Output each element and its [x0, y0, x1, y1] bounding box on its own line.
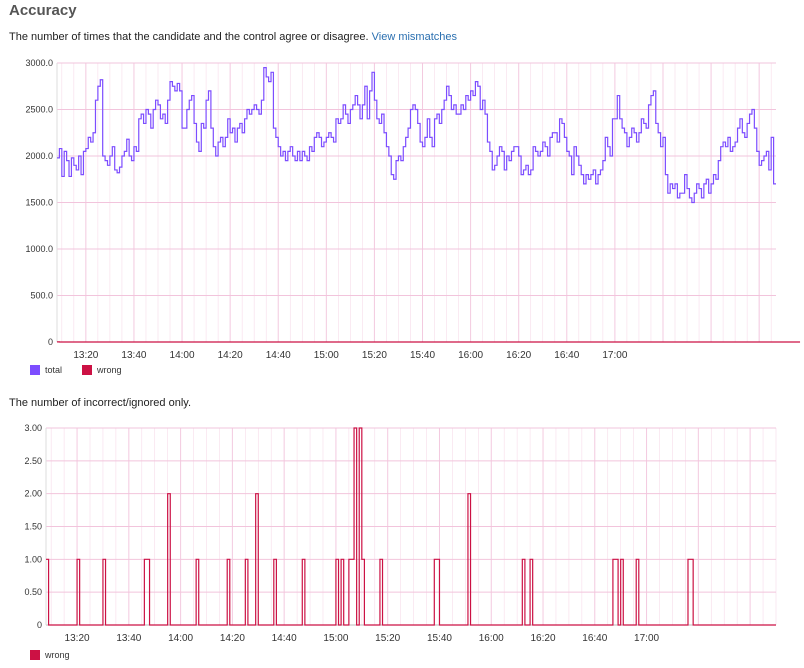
chart1-y-tick-label: 500.0: [30, 291, 53, 301]
chart1-x-tick-label: 16:40: [554, 350, 579, 361]
chart2-y-tick-label: 2.50: [24, 456, 42, 466]
chart2-x-tick-label: 14:00: [168, 633, 193, 642]
chart2-x-tick-label: 13:20: [65, 633, 90, 642]
chart2-y-tick-label: 0: [37, 620, 42, 630]
chart2-x-tick-label: 14:20: [220, 633, 245, 642]
chart2-x-tick-label: 16:00: [479, 633, 504, 642]
chart2-y-tick-label: 0.50: [24, 587, 42, 597]
chart1-x-tick-label: 16:20: [506, 350, 531, 361]
chart1-x-tick-label: 15:40: [410, 350, 435, 361]
chart2-x-tick-label: 14:40: [272, 633, 297, 642]
chart1-x-tick-label: 14:40: [266, 350, 291, 361]
chart1-description: The number of times that the candidate a…: [9, 31, 457, 43]
chart2-description: The number of incorrect/ignored only.: [9, 397, 191, 409]
chart1-y-tick-label: 1500.0: [25, 198, 53, 208]
chart1-description-text: The number of times that the candidate a…: [9, 31, 369, 43]
chart1-series-total: [57, 67, 776, 204]
page-title: Accuracy: [9, 2, 77, 19]
chart2-x-tick-label: 15:40: [427, 633, 452, 642]
chart2-legend: wrong: [30, 650, 70, 660]
chart1-x-tick-label: 15:20: [362, 350, 387, 361]
chart1-x-tick-label: 13:20: [73, 350, 98, 361]
chart2-x-tick-label: 15:00: [323, 633, 348, 642]
chart2-x-tick-label: 16:40: [582, 633, 607, 642]
chart2-series-wrong: [46, 427, 776, 626]
chart1-y-tick-label: 0: [48, 337, 53, 347]
chart1-y-tick-label: 2000.0: [25, 151, 53, 161]
chart1-legend: total wrong: [30, 365, 122, 375]
chart2-y-tick-label: 1.00: [24, 554, 42, 564]
chart1-x-tick-label: 17:00: [602, 350, 627, 361]
legend-item-wrong[interactable]: wrong: [82, 365, 122, 375]
chart2-x-tick-label: 16:20: [531, 633, 556, 642]
chart1-x-tick-label: 16:00: [458, 350, 483, 361]
legend-label-wrong: wrong: [97, 365, 122, 375]
chart2-y-tick-label: 2.00: [24, 489, 42, 499]
chart2-y-tick-label: 3.00: [24, 423, 42, 433]
legend-label-wrong-2: wrong: [45, 650, 70, 660]
view-mismatches-link[interactable]: View mismatches: [371, 31, 458, 43]
accuracy-chart: 3000.0 2500.0 2000.0 1500.0 1000.0 500.0 0 13:2…: [25, 58, 801, 361]
legend-swatch-wrong-2: [30, 650, 40, 660]
wrong-chart: 3.00 2.50 2.00 1.50 1.00 0.50 0 13:20 13:40 14:00…: [24, 423, 777, 642]
legend-item-total[interactable]: total: [30, 365, 62, 375]
legend-item-wrong-2[interactable]: wrong: [30, 650, 70, 660]
chart1-y-tick-label: 2500.0: [25, 105, 53, 115]
chart1-y-tick-label: 1000.0: [25, 244, 53, 254]
chart2-x-tick-label: 15:20: [375, 633, 400, 642]
legend-label-total: total: [45, 365, 63, 375]
chart2-x-tick-label: 13:40: [116, 633, 141, 642]
chart1-x-tick-label: 14:00: [170, 350, 195, 361]
legend-swatch-wrong: [82, 365, 93, 375]
chart2-y-tick-label: 1.50: [24, 522, 42, 532]
chart1-x-tick-label: 15:00: [314, 350, 339, 361]
chart1-x-tick-label: 13:40: [121, 350, 146, 361]
chart2-x-tick-label: 17:00: [634, 633, 659, 642]
legend-swatch-total: [30, 365, 40, 375]
chart1-x-tick-label: 14:20: [218, 350, 243, 361]
chart1-y-tick-label: 3000.0: [25, 58, 53, 68]
